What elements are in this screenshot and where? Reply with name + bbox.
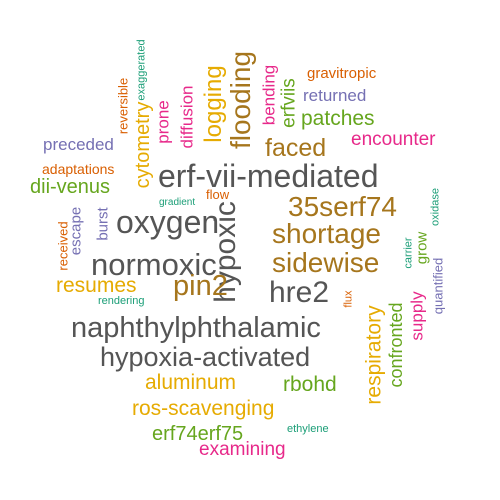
word-exaggerated: exaggerated [135, 39, 148, 101]
word-sidewise: sidewise [272, 247, 380, 278]
word-35serf74: 35serf74 [288, 191, 397, 222]
word-logging: logging [200, 65, 227, 143]
word-normoxic: normoxic [91, 247, 217, 282]
word-gravitropic: gravitropic [307, 65, 377, 82]
word-oxidase: oxidase [429, 188, 442, 226]
word-erf-vii-mediated: erf-vii-mediated [158, 158, 379, 194]
word-rendering: rendering [98, 295, 145, 307]
word-carrier: carrier [402, 237, 415, 269]
word-pin2: pin2 [173, 270, 228, 302]
word-shortage: shortage [272, 218, 381, 249]
word-cytometry: cytometry [132, 101, 154, 189]
word-diffusion: diffusion [177, 85, 197, 149]
word-gradient: gradient [159, 197, 196, 208]
word-encounter: encounter [351, 129, 436, 150]
word-oxygen: oxygen [116, 204, 220, 240]
word-erfviis: erfviis [278, 78, 300, 128]
word-adaptations: adaptations [42, 161, 115, 177]
word-received: received [55, 221, 71, 271]
word-ethylene: ethylene [287, 423, 329, 435]
word-flux: flux [342, 290, 355, 308]
word-grow: grow [413, 231, 431, 265]
word-returned: returned [303, 86, 367, 105]
word-hypoxia-activated: hypoxia-activated [100, 342, 311, 372]
word-resumes: resumes [56, 274, 137, 297]
word-quantified: quantified [430, 257, 446, 315]
word-naphthylphthalamic: naphthylphthalamic [71, 312, 321, 344]
word-ros-scavenging: ros-scavenging [132, 397, 275, 420]
word-confronted: confronted [386, 302, 406, 388]
word-respiratory: respiratory [362, 305, 386, 405]
word-examining: examining [199, 439, 286, 460]
word-patches: patches [301, 107, 375, 130]
word-faced: faced [265, 134, 327, 162]
word-flooding: flooding [225, 50, 256, 150]
word-bending: bending [259, 64, 279, 126]
word-preceded: preceded [43, 135, 114, 154]
word-reversible: reversible [115, 77, 131, 135]
word-burst: burst [94, 207, 112, 241]
word-aluminum: aluminum [145, 371, 237, 394]
word-erf74erf75: erf74erf75 [152, 423, 244, 445]
word-dii-venus: dii-venus [30, 176, 111, 198]
word-supply: supply [407, 291, 427, 341]
word-flow: flow [206, 187, 230, 202]
word-prone: prone [153, 100, 173, 144]
word-hre2: hre2 [269, 276, 330, 309]
word-rbohd: rbohd [283, 373, 337, 396]
word-escape: escape [67, 206, 85, 256]
